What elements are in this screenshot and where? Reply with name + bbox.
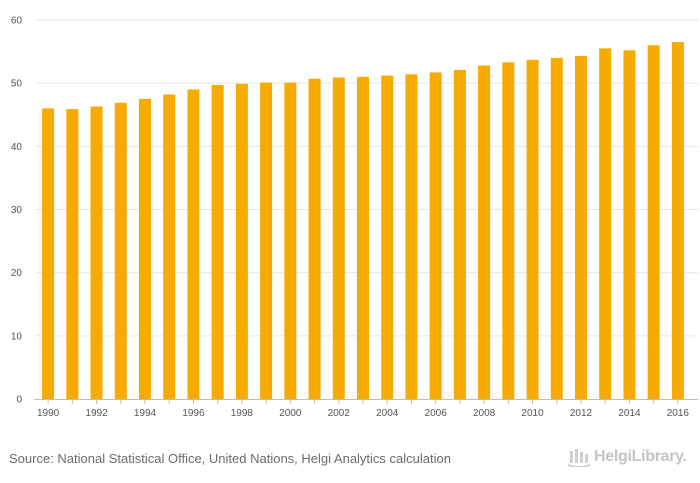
y-tick-label: 0 — [16, 395, 22, 406]
bar — [332, 77, 345, 400]
bar — [284, 82, 297, 399]
x-tick-label: 2006 — [425, 408, 448, 419]
x-tick-label: 1994 — [134, 408, 157, 419]
bar — [90, 106, 103, 399]
bar — [235, 83, 248, 399]
bar — [66, 109, 79, 399]
logo-text: HelgiLibrary. — [594, 448, 687, 465]
bar — [211, 85, 224, 399]
x-tick-label: 1998 — [231, 408, 254, 419]
y-tick-label: 60 — [11, 16, 23, 27]
bar — [599, 48, 612, 400]
helgi-library-logo: HelgiLibrary. — [568, 447, 687, 468]
x-tick-label: 2010 — [521, 408, 544, 419]
y-tick-label: 30 — [11, 205, 23, 216]
bar — [526, 59, 539, 400]
y-tick-label: 20 — [11, 268, 23, 279]
bar — [550, 57, 563, 400]
bar — [575, 56, 587, 399]
x-tick-label: 1996 — [182, 408, 205, 419]
helgi-library-icon — [568, 447, 590, 468]
bar — [114, 102, 127, 399]
bar — [308, 78, 321, 400]
bar — [453, 69, 466, 399]
x-tick-label: 2002 — [328, 408, 351, 419]
bar — [381, 75, 394, 399]
bar — [163, 94, 176, 399]
x-tick-label: 1992 — [85, 408, 108, 419]
x-tick-label: 2008 — [473, 408, 496, 419]
source-note: Source: National Statistical Office, Uni… — [9, 451, 451, 466]
bar — [478, 65, 491, 399]
bar — [260, 82, 273, 399]
bar — [405, 74, 418, 399]
bar-chart: 0 10 20 30 40 50 60 1990 1992 1994 1996 1998 2000 200… — [11, 16, 698, 419]
y-tick-label: 50 — [11, 79, 23, 90]
bar — [187, 89, 200, 399]
bar — [139, 98, 151, 399]
x-tick-label: 2000 — [279, 408, 302, 419]
bar — [671, 42, 684, 399]
x-tick-label: 2016 — [667, 408, 690, 419]
bar — [623, 50, 636, 399]
x-tick-label: 2014 — [618, 408, 641, 419]
bar — [502, 62, 515, 400]
x-tick-label: 1990 — [37, 408, 60, 419]
y-tick-label: 40 — [11, 142, 23, 153]
bar — [357, 76, 369, 399]
y-tick-label: 10 — [11, 331, 23, 342]
bar — [42, 108, 55, 399]
bar — [429, 72, 442, 399]
bar — [647, 45, 660, 400]
x-tick-label: 2012 — [570, 408, 593, 419]
x-tick-label: 2004 — [376, 408, 399, 419]
